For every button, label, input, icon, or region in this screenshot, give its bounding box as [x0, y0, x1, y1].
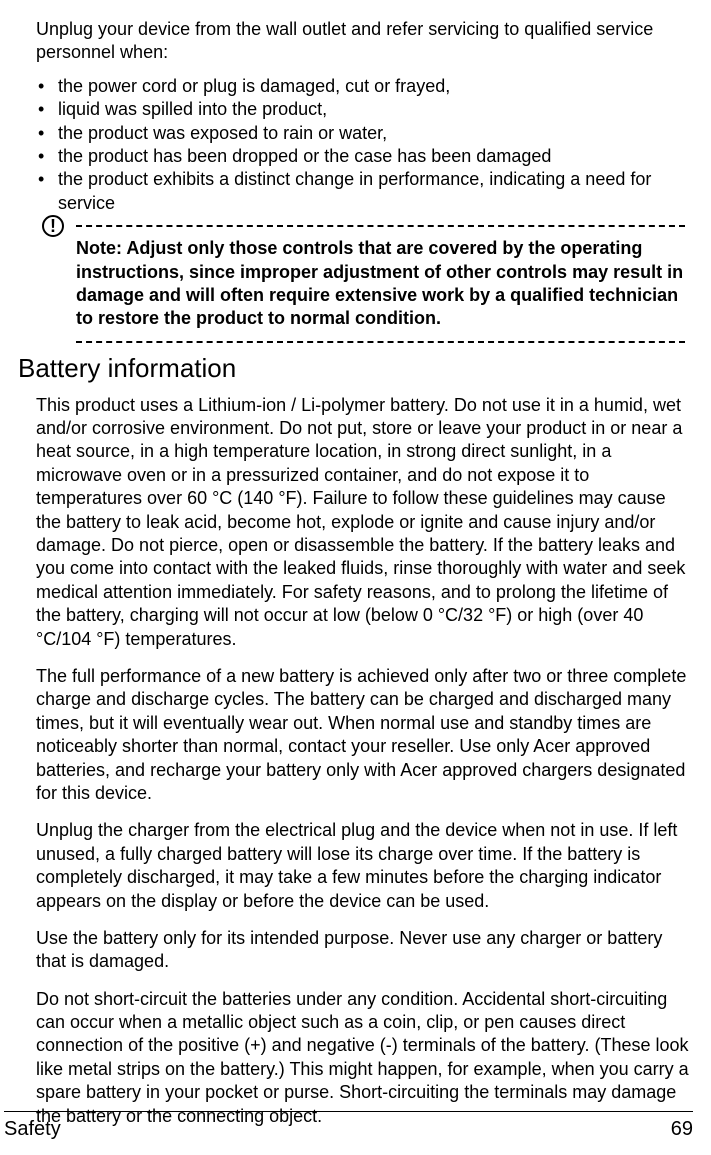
list-item: the product exhibits a distinct change i…	[36, 168, 689, 215]
body-paragraph: Do not short-circuit the batteries under…	[36, 988, 689, 1128]
body-paragraph: Use the battery only for its intended pu…	[36, 927, 689, 974]
note-block: ! Note: Adjust only those controls that …	[36, 225, 689, 343]
list-item: the product was exposed to rain or water…	[36, 122, 689, 145]
battery-heading: Battery information	[18, 353, 693, 384]
servicing-list: the power cord or plug is damaged, cut o…	[36, 75, 689, 215]
list-item: the product has been dropped or the case…	[36, 145, 689, 168]
body-paragraph: This product uses a Lithium-ion / Li-pol…	[36, 394, 689, 651]
alert-icon: !	[42, 215, 64, 237]
note-label: Note:	[76, 238, 122, 258]
page-number: 69	[671, 1118, 693, 1141]
page-footer: Safety 69	[4, 1111, 693, 1141]
footer-section: Safety	[4, 1118, 61, 1141]
body-paragraph: The full performance of a new battery is…	[36, 665, 689, 805]
body-paragraph: Unplug the charger from the electrical p…	[36, 819, 689, 913]
servicing-intro: Unplug your device from the wall outlet …	[36, 18, 689, 65]
note-text: Note: Adjust only those controls that ar…	[76, 237, 689, 331]
note-body: Adjust only those controls that are cove…	[76, 238, 683, 328]
list-item: the power cord or plug is damaged, cut o…	[36, 75, 689, 98]
list-item: liquid was spilled into the product,	[36, 98, 689, 121]
